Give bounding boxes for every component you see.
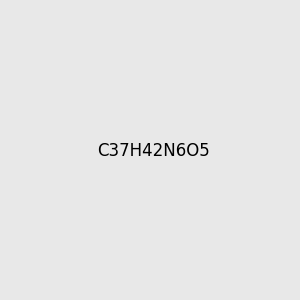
- Text: C37H42N6O5: C37H42N6O5: [98, 142, 210, 160]
